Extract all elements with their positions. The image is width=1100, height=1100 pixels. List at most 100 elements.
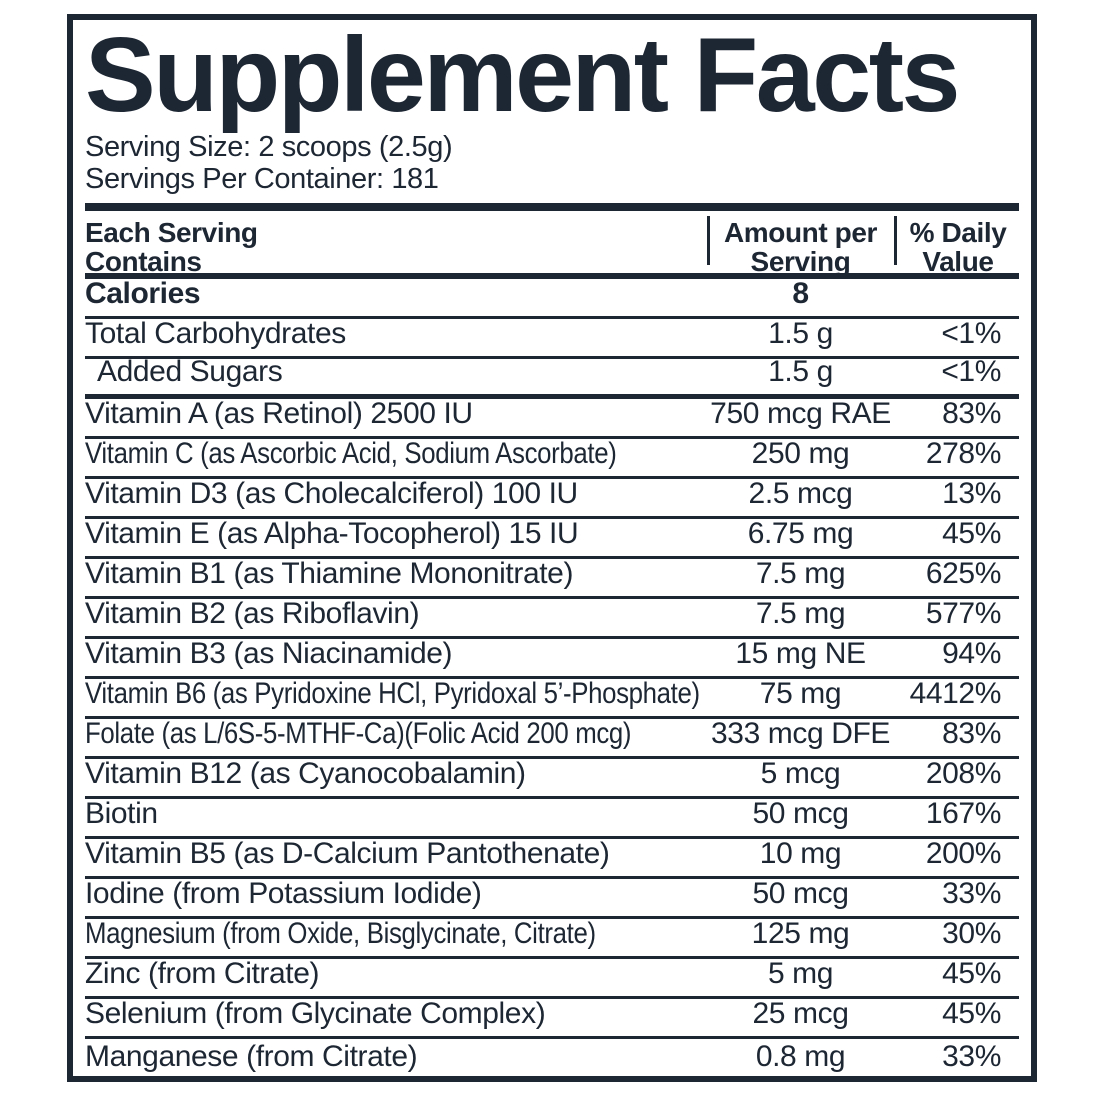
header-amount-per-serving: Amount per Serving: [710, 218, 891, 277]
amount-value: 8: [792, 276, 809, 310]
amount-value: 333 mcg DFE: [711, 716, 890, 750]
panel-inner: Supplement Facts Serving Size: 2 scoops …: [73, 20, 1031, 1076]
daily-value-percent: 45%: [942, 996, 1001, 1030]
nutrient-name: Zinc (from Citrate): [85, 956, 320, 990]
daily-value-percent: <1%: [941, 354, 1001, 388]
nutrient-name: Folate (as L/6S-5-MTHF-Ca)(Folic Acid 20…: [85, 716, 632, 750]
serving-size-text: Serving Size: 2 scoops (2.5g): [85, 131, 453, 163]
nutrient-name: Vitamin C (as Ascorbic Acid, Sodium Asco…: [85, 436, 617, 470]
nutrient-name: Manganese (from Citrate): [85, 1039, 418, 1073]
nutrient-name: Vitamin D3 (as Cholecalciferol) 100 IU: [85, 476, 578, 510]
header-dv-line1: % Daily: [909, 216, 1007, 248]
table-row: Vitamin B5 (as D-Calcium Pantothenate) 1…: [85, 836, 1019, 879]
amount-value: 250 mg: [751, 436, 850, 470]
daily-value-percent: 33%: [942, 1039, 1001, 1073]
amount-value: 6.75 mg: [747, 516, 854, 550]
daily-value-percent: 94%: [942, 636, 1001, 670]
header-each-serving-line1: Each Serving: [85, 216, 258, 248]
table-row: Vitamin E (as Alpha-Tocopherol) 15 IU 6.…: [85, 516, 1019, 559]
amount-value: 10 mg: [759, 836, 842, 870]
daily-value-percent: 625%: [925, 556, 1002, 590]
nutrient-name: Vitamin B3 (as Niacinamide): [85, 636, 453, 670]
amount-value: 5 mg: [767, 956, 834, 990]
daily-value-percent: 83%: [942, 716, 1001, 750]
amount-value: 7.5 mg: [755, 596, 846, 630]
nutrient-name: Iodine (from Potassium Iodide): [85, 876, 482, 910]
daily-value-percent: 577%: [925, 596, 1002, 630]
header-daily-value: % Daily Value: [897, 218, 1019, 277]
amount-value: 50 mcg: [752, 876, 849, 910]
table-row: Calories 8: [85, 276, 1019, 319]
column-divider: [707, 215, 710, 265]
amount-value: 25 mcg: [752, 996, 849, 1030]
table-row: Vitamin A (as Retinol) 2500 IU 750 mcg R…: [85, 396, 1019, 439]
table-row: Selenium (from Glycinate Complex) 25 mcg…: [85, 996, 1019, 1039]
daily-value-percent: <1%: [941, 316, 1001, 350]
table-row: Vitamin B3 (as Niacinamide) 15 mg NE 94%: [85, 636, 1019, 679]
nutrient-name: Vitamin E (as Alpha-Tocopherol) 15 IU: [85, 516, 579, 550]
table-row: Folate (as L/6S-5-MTHF-Ca)(Folic Acid 20…: [85, 716, 1019, 759]
daily-value-percent: 4412%: [909, 676, 1002, 710]
header-each-serving: Each Serving Contains: [85, 218, 258, 277]
nutrient-name: Biotin: [85, 796, 158, 830]
daily-value-percent: 33%: [942, 876, 1001, 910]
daily-value-percent: 13%: [942, 476, 1001, 510]
section-divider-bar: [85, 202, 1019, 211]
amount-value: 0.8 mg: [755, 1039, 846, 1073]
header-amount-line2: Serving: [750, 246, 851, 278]
daily-value-percent: 30%: [942, 916, 1001, 950]
nutrient-name: Calories: [85, 276, 201, 310]
daily-value-percent: 200%: [925, 836, 1002, 870]
daily-value-percent: 45%: [942, 956, 1001, 990]
column-divider: [894, 215, 897, 265]
amount-value: 75 mg: [759, 676, 842, 710]
amount-value: 1.5 g: [768, 316, 833, 350]
amount-value: 5 mcg: [760, 756, 841, 790]
nutrient-name: Magnesium (from Oxide, Bisglycinate, Cit…: [85, 916, 596, 950]
nutrient-name: Total Carbohydrates: [85, 316, 346, 350]
servings-per-container-text: Servings Per Container: 181: [85, 163, 439, 196]
table-row: Manganese (from Citrate) 0.8 mg 33%: [85, 1039, 1019, 1076]
nutrient-name: Added Sugars: [97, 354, 283, 388]
amount-value: 15 mg NE: [735, 636, 866, 670]
nutrient-name: Vitamin B6 (as Pyridoxine HCl, Pyridoxal…: [85, 676, 700, 710]
table-row: Added Sugars 1.5 g <1%: [85, 355, 1019, 399]
amount-value: 2.5 mcg: [748, 476, 853, 510]
supplement-facts-panel: Supplement Facts Serving Size: 2 scoops …: [67, 14, 1037, 1082]
table-rows: Calories 8 Total Carbohydrates 1.5 g <1%…: [85, 276, 1019, 1076]
table-row: Total Carbohydrates 1.5 g <1%: [85, 316, 1019, 359]
table-row: Vitamin B6 (as Pyridoxine HCl, Pyridoxal…: [85, 676, 1019, 719]
amount-value: 50 mcg: [752, 796, 849, 830]
daily-value-percent: 208%: [925, 756, 1002, 790]
header-dv-line2: Value: [922, 246, 994, 278]
table-row: Biotin 50 mcg 167%: [85, 796, 1019, 839]
table-row: Magnesium (from Oxide, Bisglycinate, Cit…: [85, 916, 1019, 959]
amount-value: 1.5 g: [768, 354, 833, 388]
table-row: Zinc (from Citrate) 5 mg 45%: [85, 956, 1019, 999]
nutrient-name: Vitamin B1 (as Thiamine Mononitrate): [85, 556, 574, 590]
header-each-serving-line2: Contains: [85, 246, 202, 278]
nutrient-name: Vitamin B5 (as D-Calcium Pantothenate): [85, 836, 610, 870]
table-row: Vitamin C (as Ascorbic Acid, Sodium Asco…: [85, 436, 1019, 479]
table-row: Vitamin B2 (as Riboflavin) 7.5 mg 577%: [85, 596, 1019, 639]
daily-value-percent: 167%: [925, 796, 1002, 830]
nutrient-name: Vitamin B2 (as Riboflavin): [85, 596, 420, 630]
nutrient-name: Vitamin B12 (as Cyanocobalamin): [85, 756, 526, 790]
panel-title: Supplement Facts: [85, 20, 960, 134]
table-header: Each Serving Contains Amount per Serving…: [85, 211, 1019, 277]
table-row: Vitamin B12 (as Cyanocobalamin) 5 mcg 20…: [85, 756, 1019, 799]
amount-value: 7.5 mg: [755, 556, 846, 590]
header-rule: [85, 272, 1019, 279]
amount-value: 125 mg: [751, 916, 850, 950]
daily-value-percent: 45%: [942, 516, 1001, 550]
serving-info: Serving Size: 2 scoops (2.5g) Servings P…: [85, 131, 1019, 196]
amount-value: 750 mcg RAE: [710, 396, 891, 430]
table-row: Iodine (from Potassium Iodide) 50 mcg 33…: [85, 876, 1019, 919]
table-row: Vitamin D3 (as Cholecalciferol) 100 IU 2…: [85, 476, 1019, 519]
nutrient-name: Vitamin A (as Retinol) 2500 IU: [85, 396, 473, 430]
daily-value-percent: 83%: [942, 396, 1001, 430]
daily-value-percent: 278%: [925, 436, 1002, 470]
nutrient-name: Selenium (from Glycinate Complex): [85, 996, 546, 1030]
header-amount-line1: Amount per: [723, 216, 878, 248]
